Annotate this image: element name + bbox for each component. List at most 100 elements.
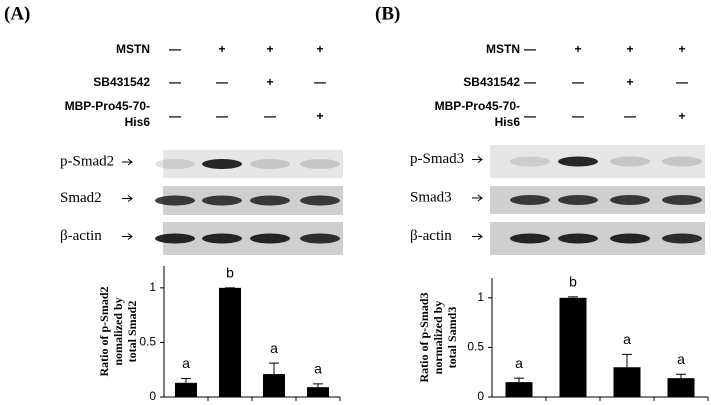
treatment-label: MBP-Pro45-70-	[65, 99, 150, 113]
y-axis-label: Ratio of p-Smad2	[97, 286, 111, 376]
y-axis-label: Ratio of p-Smad3	[417, 292, 431, 382]
blot-band	[300, 195, 340, 206]
treatment-mark: —	[169, 75, 181, 89]
blot-arrow	[472, 194, 483, 202]
blot-band	[558, 233, 598, 244]
treatment-mark: —	[264, 109, 276, 123]
treatment-mark: —	[169, 109, 181, 123]
treatment-mark: +	[574, 42, 581, 56]
treatment-label: SB431542	[93, 75, 150, 89]
treatment-mark: +	[626, 75, 633, 89]
treatment-mark: +	[316, 109, 323, 123]
y-tick-label: 1	[149, 280, 156, 294]
blot-band	[202, 195, 242, 206]
blot-band	[510, 156, 550, 167]
treatment-mark: —	[169, 42, 181, 56]
bar	[667, 378, 695, 397]
bar	[505, 382, 533, 397]
bar	[559, 297, 587, 397]
blot-band	[610, 195, 650, 205]
error-bar	[269, 362, 279, 375]
blot-label: p-Smad2	[60, 153, 114, 169]
blot-label: β-actin	[410, 228, 452, 244]
treatment-label: MSTN	[486, 42, 520, 56]
treatment-mark: +	[626, 42, 633, 56]
blot-arrow	[472, 156, 483, 163]
blot-label: p-Smad3	[410, 151, 464, 167]
y-axis-label: nomalized by	[111, 297, 125, 365]
treatment-mark: —	[524, 75, 536, 89]
treatment-mark: +	[678, 109, 685, 123]
error-bar	[568, 296, 578, 298]
blot-band	[250, 233, 290, 244]
blot-band	[610, 233, 650, 244]
error-bar	[313, 383, 323, 388]
blot-band	[250, 159, 290, 169]
panel-label: (A)	[4, 3, 30, 24]
significance-label: b	[569, 274, 577, 290]
treatment-mark: +	[678, 42, 685, 56]
blot-label: Smad3	[410, 189, 452, 205]
treatment-label: His6	[125, 115, 151, 129]
bar	[263, 374, 285, 397]
panel-label: (B)	[375, 3, 400, 24]
error-bar	[676, 373, 686, 379]
treatment-mark: +	[218, 42, 225, 56]
treatment-label: MBP-Pro45-70-	[435, 99, 520, 113]
treatment-mark: —	[216, 109, 228, 123]
significance-label: a	[515, 355, 523, 371]
error-bar	[181, 377, 191, 383]
y-axis-label: normalized by	[431, 301, 445, 375]
blot-band	[300, 159, 340, 169]
blot-label: β-actin	[60, 228, 102, 244]
treatment-mark: +	[316, 42, 323, 56]
blot-arrow	[472, 233, 483, 240]
y-tick-label: 0	[477, 389, 484, 403]
blot-band	[202, 159, 242, 169]
blot-arrow	[122, 158, 133, 166]
treatment-mark: +	[266, 75, 273, 89]
significance-label: a	[314, 361, 322, 377]
y-axis-label: total Smad2	[125, 301, 139, 363]
treatment-mark: +	[266, 42, 273, 56]
significance-label: a	[182, 355, 190, 371]
blot-band	[155, 159, 195, 169]
error-bar	[622, 353, 632, 368]
blot-band	[558, 156, 598, 167]
blot-band	[610, 156, 650, 167]
blot-band	[662, 233, 702, 244]
error-bar	[514, 377, 524, 383]
bar	[175, 382, 197, 397]
treatment-mark: —	[676, 75, 688, 89]
blot-band	[202, 233, 242, 244]
blot-band	[155, 195, 195, 206]
blot-band	[558, 195, 598, 205]
treatment-label: MSTN	[116, 42, 150, 56]
treatment-label: His6	[495, 115, 521, 129]
bar	[613, 367, 641, 397]
treatment-mark: —	[572, 75, 584, 89]
blot-background	[163, 150, 343, 178]
blot-band	[155, 233, 195, 244]
y-tick-label: 0.5	[139, 335, 156, 349]
bar	[219, 287, 241, 397]
blot-band	[510, 233, 550, 244]
blot-arrow	[122, 195, 133, 202]
blot-arrow	[122, 233, 133, 240]
significance-label: a	[270, 340, 278, 356]
treatment-mark: —	[624, 109, 636, 123]
blot-label: Smad2	[60, 190, 102, 206]
blot-band	[300, 233, 340, 244]
treatment-mark: —	[524, 109, 536, 123]
treatment-mark: —	[314, 75, 326, 89]
treatment-mark: —	[524, 42, 536, 56]
treatment-mark: —	[572, 109, 584, 123]
y-tick-label: 1	[477, 290, 484, 304]
treatment-label: SB431542	[463, 75, 520, 89]
bar	[307, 387, 329, 397]
treatment-mark: —	[216, 75, 228, 89]
blot-band	[662, 156, 702, 167]
y-axis-label: total Samd3	[445, 307, 459, 369]
significance-label: a	[677, 351, 685, 367]
blot-band	[250, 195, 290, 206]
